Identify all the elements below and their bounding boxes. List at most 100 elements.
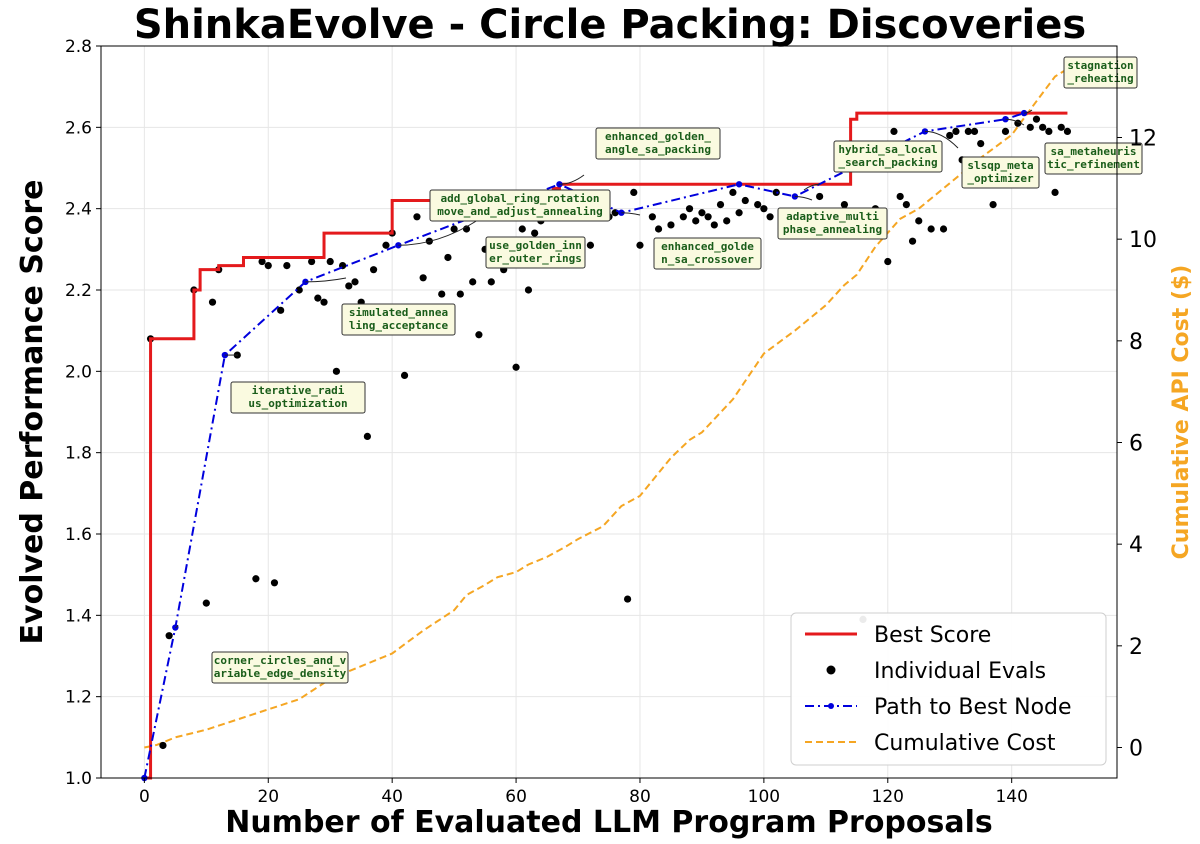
eval-point [444, 253, 452, 262]
eval-point [840, 201, 849, 209]
eval-point [623, 595, 632, 603]
x-tick-label: 120 [872, 787, 904, 807]
eval-point [1039, 123, 1047, 131]
x-tick-label: 40 [381, 787, 403, 807]
eval-point [295, 286, 303, 294]
eval-point [648, 213, 656, 221]
y-tick-label: 1.0 [65, 769, 92, 789]
y-tick-label: 1.2 [65, 688, 92, 708]
eval-point [264, 262, 272, 270]
eval-point [884, 257, 892, 266]
annotation-label: angle_sa_packing [605, 143, 711, 156]
y-tick-label: 2.2 [65, 281, 92, 301]
eval-point [450, 225, 458, 233]
annotation-connector [803, 183, 820, 191]
eval-point [1026, 123, 1034, 131]
eval-point [964, 127, 972, 135]
eval-point [630, 188, 638, 196]
annotation-label: tic_refinement [1047, 158, 1140, 171]
eval-point [710, 221, 718, 229]
annotation-label: add_global_ring_rotation [441, 192, 600, 205]
annotation-connector [924, 130, 959, 149]
annotation-connector [305, 277, 347, 283]
eval-point [351, 278, 359, 286]
annotation-box [485, 236, 586, 269]
annotation-label: simulated_annea [349, 306, 448, 319]
eval-point [760, 205, 768, 213]
y-axis-label: Evolved Performance Score [15, 180, 50, 645]
eval-point [679, 213, 687, 221]
y2-tick-label: 0 [1129, 737, 1143, 762]
eval-point [1057, 123, 1065, 131]
annotation-label: ariable_edge_density [214, 667, 347, 680]
eval-point [382, 241, 390, 249]
eval-point [165, 632, 173, 640]
eval-point [1063, 127, 1072, 135]
eval-point [915, 217, 923, 225]
eval-point [946, 131, 954, 140]
legend-best-score-label: Best Score [874, 623, 991, 648]
x-axis-label: Number of Evaluated LLM Program Proposal… [225, 805, 993, 840]
eval-point [202, 599, 210, 607]
x-tick-label: 140 [995, 787, 1027, 807]
annotation-box [230, 381, 366, 414]
legend-box [790, 612, 1107, 766]
annotation-label: ling_acceptance [349, 319, 449, 332]
eval-point [586, 241, 595, 249]
eval-point [208, 298, 217, 306]
eval-point [729, 188, 737, 196]
eval-point [977, 140, 985, 148]
eval-point [270, 579, 279, 587]
annotation-label: use_golden_inn [489, 239, 582, 252]
eval-point [159, 741, 167, 750]
eval-point [902, 201, 910, 209]
chart-title: ShinkaEvolve - Circle Packing: Discoveri… [134, 2, 1086, 48]
path-node-point [735, 181, 743, 188]
x-tick-label: 0 [139, 787, 150, 807]
eval-point [332, 367, 341, 375]
eval-point [704, 213, 712, 221]
x-axis-ticks: 0 20 40 60 80 100 120 140 [139, 778, 1028, 807]
y2-tick-label: 10 [1129, 228, 1157, 253]
eval-point [400, 371, 409, 379]
eval-point [952, 127, 960, 135]
x-tick-label: 100 [748, 787, 780, 807]
y-tick-label: 1.4 [65, 606, 92, 626]
eval-point [469, 278, 477, 286]
eval-point [685, 205, 694, 213]
legend-individual-evals-label: Individual Evals [874, 659, 1046, 684]
annotation-connector [559, 174, 585, 185]
annotation-label: stagnation [1067, 59, 1133, 72]
annotation-connector [621, 212, 641, 216]
x-tick-label: 60 [505, 787, 527, 807]
eval-point [890, 127, 898, 135]
annotations: corner_circles_and_variable_edge_density… [175, 56, 1143, 684]
eval-point [766, 213, 774, 221]
annotation-label: _reheating [1067, 72, 1133, 85]
eval-point [475, 331, 483, 339]
legend-path-to-best-label: Path to Best Node [874, 695, 1072, 720]
eval-point [524, 286, 533, 294]
y2-tick-label: 4 [1129, 533, 1143, 558]
eval-point [1001, 127, 1010, 135]
eval-point [667, 221, 675, 229]
eval-point [772, 188, 780, 196]
eval-point [1051, 188, 1059, 196]
annotation-connector [175, 624, 179, 629]
path-to-best-line [143, 112, 1025, 779]
annotation-connector [398, 219, 479, 246]
eval-point [1032, 115, 1041, 123]
eval-point [258, 257, 266, 266]
annotation-connector [794, 195, 813, 201]
eval-point [741, 196, 749, 205]
legend-path-to-best-marker [828, 703, 834, 709]
annotation-box [341, 303, 456, 336]
eval-point [326, 257, 334, 266]
annotation-box [211, 651, 349, 684]
x-tick-label: 20 [257, 787, 279, 807]
y2-tick-label: 2 [1129, 635, 1143, 660]
eval-point [518, 225, 526, 233]
plot-frame [100, 45, 1118, 779]
annotation-box [961, 156, 1040, 189]
